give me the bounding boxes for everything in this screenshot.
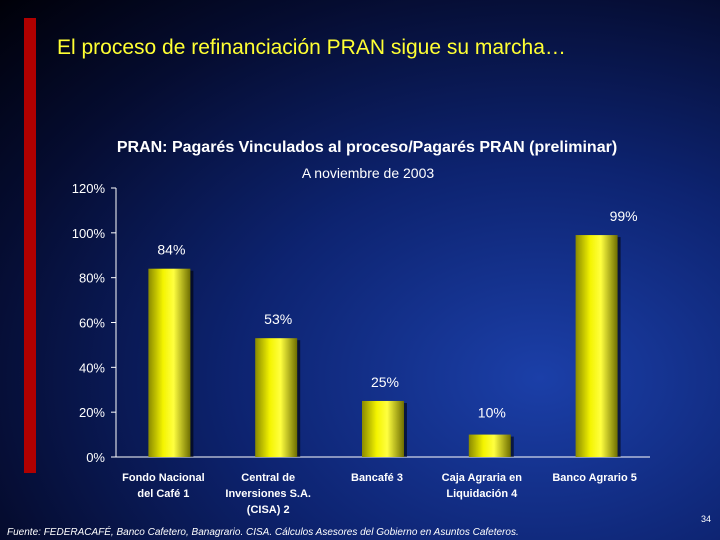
data-label: 10% — [478, 405, 506, 421]
bar — [468, 434, 511, 457]
page-number: 34 — [701, 514, 712, 524]
category-label-line: Central de — [241, 472, 295, 484]
y-tick-label: 100% — [72, 226, 106, 241]
category-label-line: Inversiones S.A. — [225, 488, 311, 500]
category-label-line: Caja Agraria en — [442, 472, 523, 484]
category-label: Central de Inversiones S.A. (CISA) 2 — [225, 472, 311, 516]
category-label-line: Liquidación 4 — [446, 488, 518, 500]
chart-subtitle: A noviembre de 2003 — [301, 165, 435, 181]
y-tick-label: 40% — [79, 360, 105, 375]
category-label: Banco Agrario 5 — [552, 472, 637, 484]
data-label: 25% — [371, 374, 399, 390]
category-label-line: Fondo Nacional — [122, 472, 205, 484]
category-label: Caja Agraria en Liquidación 4 — [442, 472, 523, 500]
y-tick-label: 80% — [79, 271, 105, 286]
y-tick-label: 20% — [79, 405, 105, 420]
y-tick-label: 60% — [79, 316, 105, 331]
category-label-line: (CISA) 2 — [247, 504, 290, 516]
slide-title: El proceso de refinanciación PRAN sigue … — [57, 36, 566, 59]
data-label: 84% — [157, 242, 185, 258]
source-note: Fuente: FEDERACAFÉ, Banco Cafetero, Bana… — [7, 527, 519, 538]
data-label: 53% — [264, 311, 292, 327]
bar — [362, 400, 404, 457]
bar — [148, 268, 191, 457]
accent-bar — [24, 18, 36, 473]
chart-title: PRAN: Pagarés Vinculados al proceso/Paga… — [116, 139, 618, 156]
y-tick-label: 120% — [72, 181, 106, 196]
category-label: Bancafé 3 — [351, 472, 403, 484]
y-tick-label: 0% — [86, 450, 105, 465]
category-label-line: del Café 1 — [137, 488, 189, 500]
data-label: 99% — [610, 208, 638, 224]
bar — [575, 235, 618, 457]
category-label-line: Bancafé 3 — [351, 472, 403, 484]
category-label-line: Banco Agrario 5 — [552, 472, 637, 484]
category-label: Fondo Nacional del Café 1 — [122, 472, 205, 500]
bar — [255, 338, 298, 457]
